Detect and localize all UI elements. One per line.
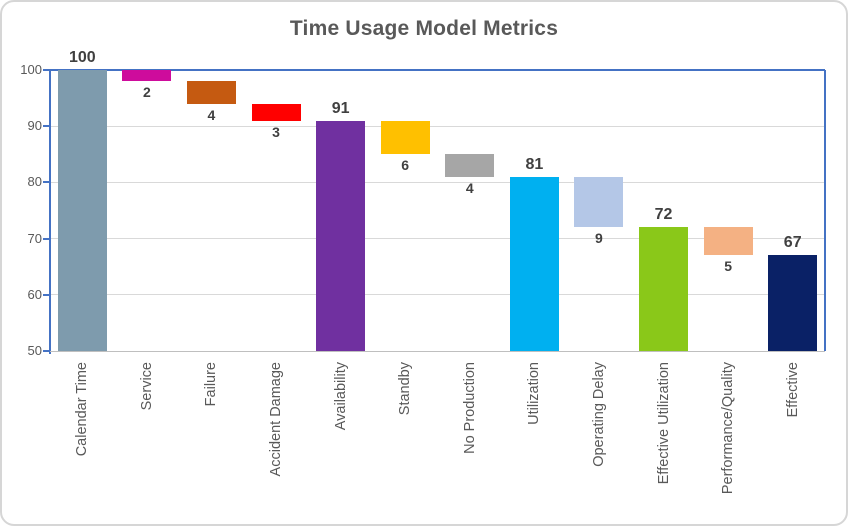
x-axis-label-text: Calendar Time: [74, 362, 91, 457]
x-axis-label-operating-delay: Operating Delay: [567, 362, 632, 524]
plot-border-right: [824, 70, 826, 351]
x-axis-label-text: Accident Damage: [268, 362, 285, 477]
bar-service: [122, 70, 172, 82]
y-axis-tick-mark-80: [43, 181, 50, 184]
bar-utilization: [509, 176, 559, 351]
bar-standby: [380, 120, 430, 155]
y-axis-tick-label-60: 60: [27, 286, 42, 302]
x-axis-label-standby: Standby: [373, 362, 438, 524]
x-axis-label-text: Operating Delay: [590, 362, 607, 467]
bar-value-label-utilization: 81: [525, 155, 544, 173]
plot-border-top: [50, 69, 825, 71]
y-axis-tick-label-80: 80: [27, 174, 42, 190]
gridline-80: [50, 181, 825, 183]
bar-value-label-operating-delay: 9: [595, 230, 603, 247]
x-axis-label-text: Utilization: [526, 362, 543, 425]
gridline-90: [50, 125, 825, 127]
x-axis-label-accident-damage: Accident Damage: [244, 362, 309, 524]
bar-performance-quality: [703, 227, 753, 256]
x-axis-label-text: Effective: [784, 362, 801, 418]
y-axis-tick-label-100: 100: [20, 62, 42, 77]
x-axis-label-failure: Failure: [179, 362, 244, 524]
bar-value-label-calendar-time: 100: [68, 49, 96, 66]
bar-value-label-effective: 67: [783, 234, 802, 252]
x-axis-label-text: No Production: [461, 362, 478, 454]
y-axis-tick-mark-100: [43, 69, 50, 71]
x-axis-label-service: Service: [115, 362, 180, 524]
bar-availability: [316, 120, 366, 351]
x-axis-label-utilization: Utilization: [502, 362, 567, 524]
category-axis-line: [50, 351, 825, 352]
y-axis-tick-mark-90: [43, 125, 50, 128]
x-axis-label-text: Effective Utilization: [655, 362, 672, 485]
y-axis-tick-mark-70: [43, 237, 50, 240]
gridline-60: [50, 294, 825, 296]
bar-value-label-accident-damage: 3: [272, 123, 280, 140]
x-axis-label-text: Performance/Quality: [720, 362, 737, 495]
y-axis-tick-label-90: 90: [27, 118, 42, 134]
x-axis-label-text: Service: [138, 362, 155, 411]
x-axis-label-performance-quality: Performance/Quality: [696, 362, 761, 524]
plot-area: 100 2 4 3 91 6 4 81 9 72 5 67: [49, 49, 826, 354]
y-axis-tick-label-70: 70: [27, 230, 42, 246]
chart-title: Time Usage Model Metrics: [289, 17, 559, 40]
x-axis-label-text: Availability: [332, 362, 349, 431]
x-axis-label-no-production: No Production: [438, 362, 503, 524]
value-axis-line: [49, 70, 51, 354]
bar-value-label-failure: 4: [207, 106, 216, 123]
bar-value-label-performance-quality: 5: [724, 258, 733, 275]
bar-value-label-no-production: 4: [465, 179, 474, 196]
bar-accident-damage: [251, 103, 301, 121]
category-axis-labels: Calendar Time Service Failure Accident Dama…: [50, 362, 825, 524]
bar-value-label-effective-utilization: 72: [654, 206, 673, 224]
y-axis-tick-label-50: 50: [27, 343, 42, 358]
bar-effective: [768, 255, 818, 351]
x-axis-label-availability: Availability: [308, 362, 373, 524]
bar-value-label-standby: 6: [401, 157, 410, 174]
bar-failure: [186, 81, 236, 104]
bar-operating-delay: [574, 176, 624, 228]
gridline-70: [50, 238, 825, 240]
x-axis-label-effective-utilization: Effective Utilization: [631, 362, 696, 524]
bar-value-label-service: 2: [142, 84, 151, 101]
x-axis-label-effective: Effective: [760, 362, 825, 524]
bar-value-label-availability: 91: [331, 99, 350, 117]
x-axis-label-text: Failure: [203, 362, 220, 407]
x-axis-label-calendar-time: Calendar Time: [50, 362, 115, 524]
bar-no-production: [445, 154, 495, 177]
x-axis-label-text: Standby: [397, 362, 414, 416]
bar-effective-utilization: [639, 227, 689, 351]
bar-calendar-time: [57, 70, 107, 351]
y-axis-tick-mark-50: [43, 350, 50, 352]
y-axis-tick-mark-60: [43, 293, 50, 296]
